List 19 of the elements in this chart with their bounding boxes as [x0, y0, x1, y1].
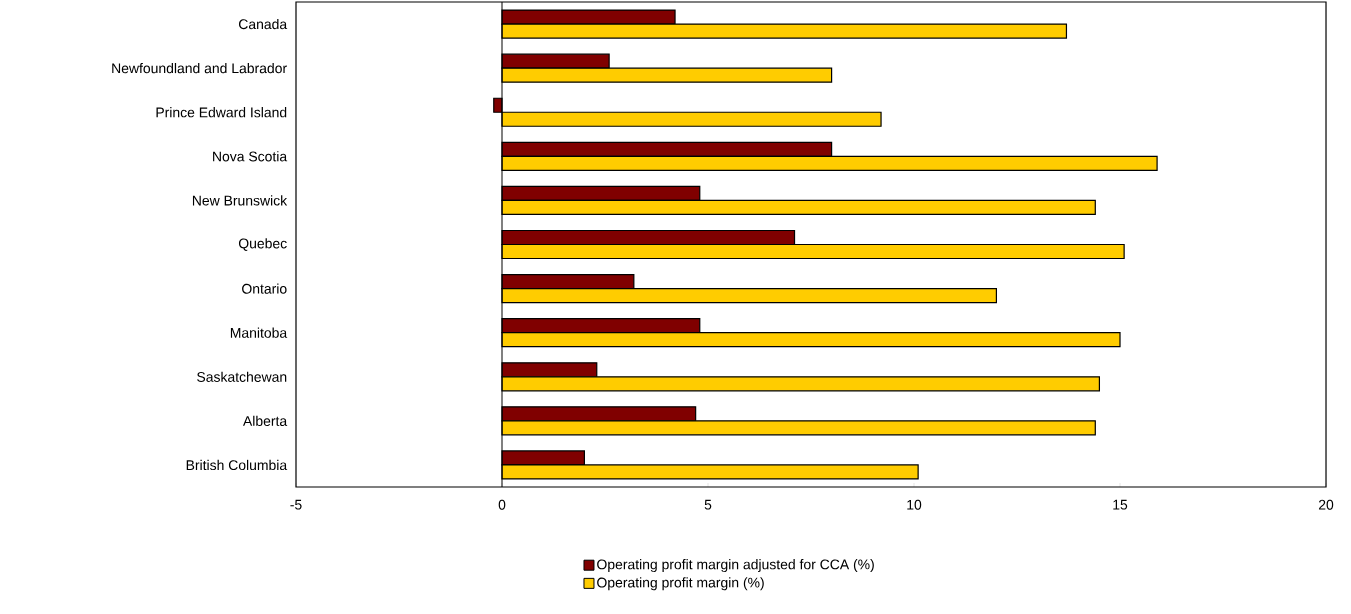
y-tick-label: Prince Edward Island	[156, 107, 287, 118]
y-tick-label: Newfoundland and Labrador	[112, 63, 287, 74]
legend-label: Operating profit margin adjusted for CCA (%)	[597, 559, 874, 573]
y-tick-label: Nova Scotia	[213, 151, 288, 162]
x-tick-label: 5	[704, 499, 712, 510]
x-tick-label: 15	[1113, 499, 1128, 510]
y-tick-label: New Brunswick	[192, 195, 288, 206]
x-tick-label: 0	[498, 499, 506, 510]
x-tick-label: -5	[290, 499, 302, 510]
x-tick-label: 10	[907, 499, 922, 510]
y-tick-label: British Columbia	[186, 459, 288, 471]
y-tick-label: Canada	[239, 18, 288, 30]
y-tick-label: Ontario	[242, 283, 287, 294]
y-tick-label: Saskatchewan	[197, 371, 287, 382]
y-tick-label: Alberta	[242, 415, 288, 426]
y-tick-label: Manitoba	[230, 327, 288, 338]
y-tick-label: Quebec	[238, 238, 287, 251]
legend-label: Operating profit margin (%)	[597, 577, 764, 591]
x-tick-label: 20	[1318, 499, 1334, 510]
